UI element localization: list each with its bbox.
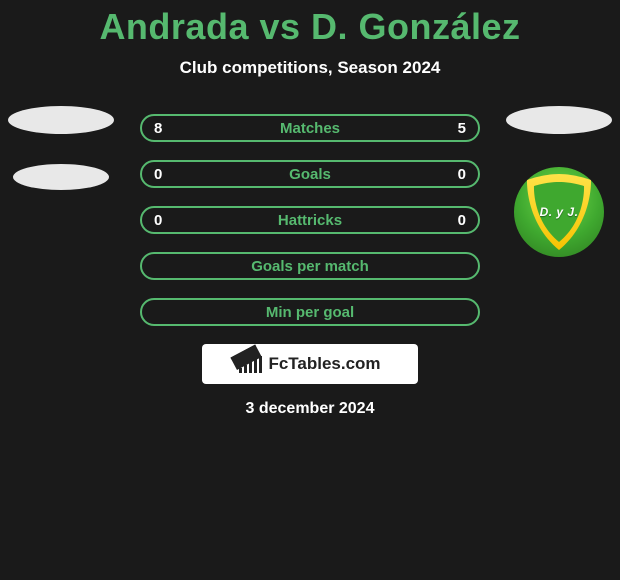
stat-left-value: 0 [154,212,162,229]
player-left-badge-1 [8,106,114,134]
stat-right-value: 5 [458,120,466,137]
stat-right-value: 0 [458,212,466,229]
stat-bar-goals-per-match: Goals per match [140,252,480,280]
comparison-content: D. y J. 8 Matches 5 0 Goals 0 0 Hattrick… [0,114,620,418]
stat-bar-hattricks: 0 Hattricks 0 [140,206,480,234]
brand-text: FcTables.com [268,354,380,374]
snapshot-date: 3 december 2024 [0,400,620,418]
club-shield-text: D. y J. [540,205,579,219]
page-subtitle: Club competitions, Season 2024 [0,58,620,78]
stat-bar-min-per-goal: Min per goal [140,298,480,326]
brand-chart-icon [239,355,262,373]
stat-bar-goals: 0 Goals 0 [140,160,480,188]
stat-left-value: 0 [154,166,162,183]
stat-label: Min per goal [266,304,354,321]
brand-box[interactable]: FcTables.com [202,344,418,384]
stat-bars: 8 Matches 5 0 Goals 0 0 Hattricks 0 Goal… [140,114,480,326]
stat-label: Matches [280,120,340,137]
stat-label: Goals [289,166,331,183]
stat-label: Goals per match [251,258,369,275]
player-right-badge-1 [506,106,612,134]
stat-left-value: 8 [154,120,162,137]
player-left-badge-2 [13,164,109,190]
club-shield-inner: D. y J. [530,180,588,244]
club-shield: D. y J. [523,172,595,252]
stat-bar-matches: 8 Matches 5 [140,114,480,142]
left-badges [6,106,116,190]
stat-label: Hattricks [278,212,342,229]
page-title: Andrada vs D. González [0,0,620,48]
club-logo-right: D. y J. [511,164,607,260]
right-badges: D. y J. [504,106,614,260]
stat-right-value: 0 [458,166,466,183]
